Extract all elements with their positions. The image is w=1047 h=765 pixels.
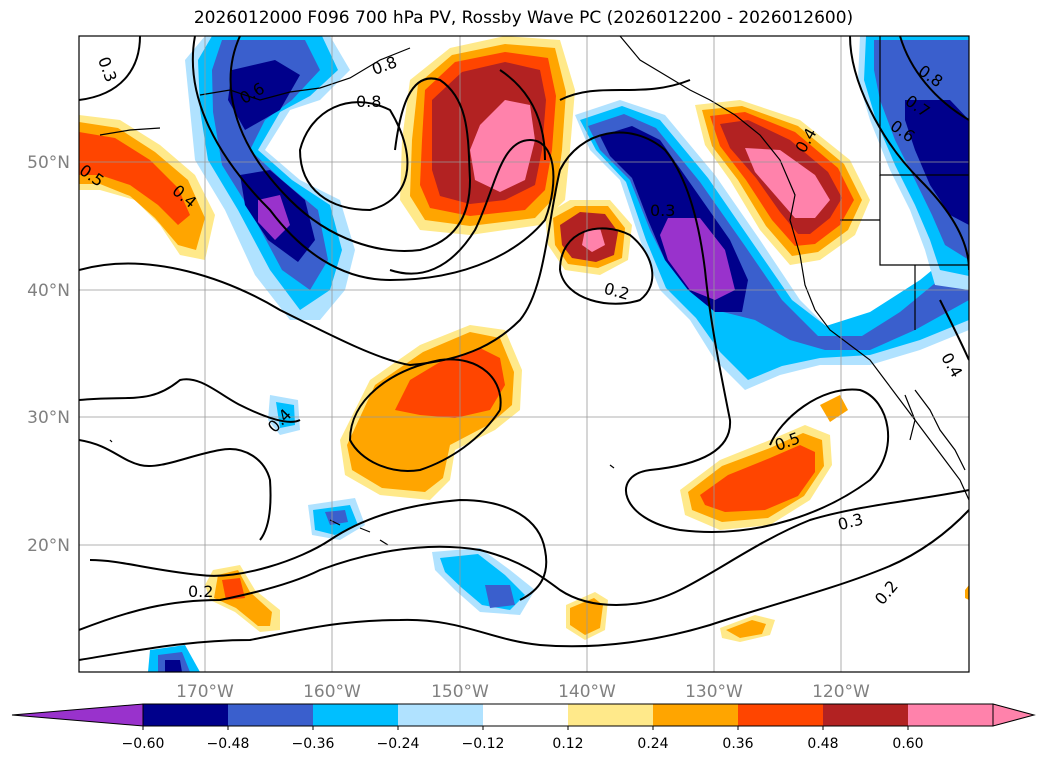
colorbar-box	[568, 704, 653, 726]
lon-label: 130°W	[685, 682, 743, 702]
colorbar-extend-min	[11, 703, 144, 727]
colorbar-extend-max	[992, 703, 1036, 727]
lon-label: 140°W	[558, 682, 616, 702]
colorbar-box	[313, 704, 398, 726]
colorbar-box	[398, 704, 483, 726]
longitude-labels: 170°W 160°W 150°W 140°W 130°W 120°W	[176, 682, 870, 702]
colorbar-box	[823, 704, 908, 726]
colorbar-tick-label: 0.48	[807, 736, 838, 752]
pv-contours	[79, 36, 969, 661]
colorbar-box	[483, 704, 568, 726]
colorbar-tick-label: −0.36	[292, 736, 335, 752]
colorbar-box	[653, 704, 738, 726]
lon-label: 150°W	[431, 682, 489, 702]
lon-label: 160°W	[303, 682, 361, 702]
contour-label: 0.2	[188, 582, 213, 601]
lat-label: 50°N	[27, 153, 70, 173]
lat-label: 40°N	[27, 281, 70, 301]
colorbar-box	[738, 704, 823, 726]
contour-label: 0.8	[356, 92, 381, 111]
lon-label: 120°W	[812, 682, 870, 702]
latitude-labels: 50°N 40°N 30°N 20°N	[27, 153, 70, 556]
plot-frame	[78, 35, 970, 673]
coastlines	[99, 36, 969, 546]
lat-label: 20°N	[27, 536, 70, 556]
colorbar-tick-label: −0.48	[207, 736, 250, 752]
contour-label: 0.3	[650, 201, 675, 220]
colorbar-box	[908, 704, 993, 726]
colorbar-box	[228, 704, 313, 726]
colorbar-ticks: −0.60 −0.48 −0.36 −0.24 −0.12 0.12 0.24 0.36 0.4…	[122, 726, 924, 752]
map-title: 2026012000 F096 700 hPa PV, Rossby Wave …	[193, 8, 854, 28]
colorbar-box	[143, 704, 228, 726]
colorbar-tick-label: 0.60	[892, 736, 923, 752]
colorbar-tick-label: −0.12	[462, 736, 505, 752]
colorbar-tick-label: 0.24	[637, 736, 668, 752]
colorbar-tick-label: −0.24	[377, 736, 420, 752]
colorbar-boxes	[11, 703, 1036, 727]
colorbar-tick-label: 0.36	[722, 736, 753, 752]
colorbar-tick-label: 0.12	[552, 736, 583, 752]
colorbar-tick-label: −0.60	[122, 736, 165, 752]
negative-anomalies	[148, 36, 969, 672]
lat-label: 30°N	[27, 408, 70, 428]
lon-label: 170°W	[176, 682, 234, 702]
